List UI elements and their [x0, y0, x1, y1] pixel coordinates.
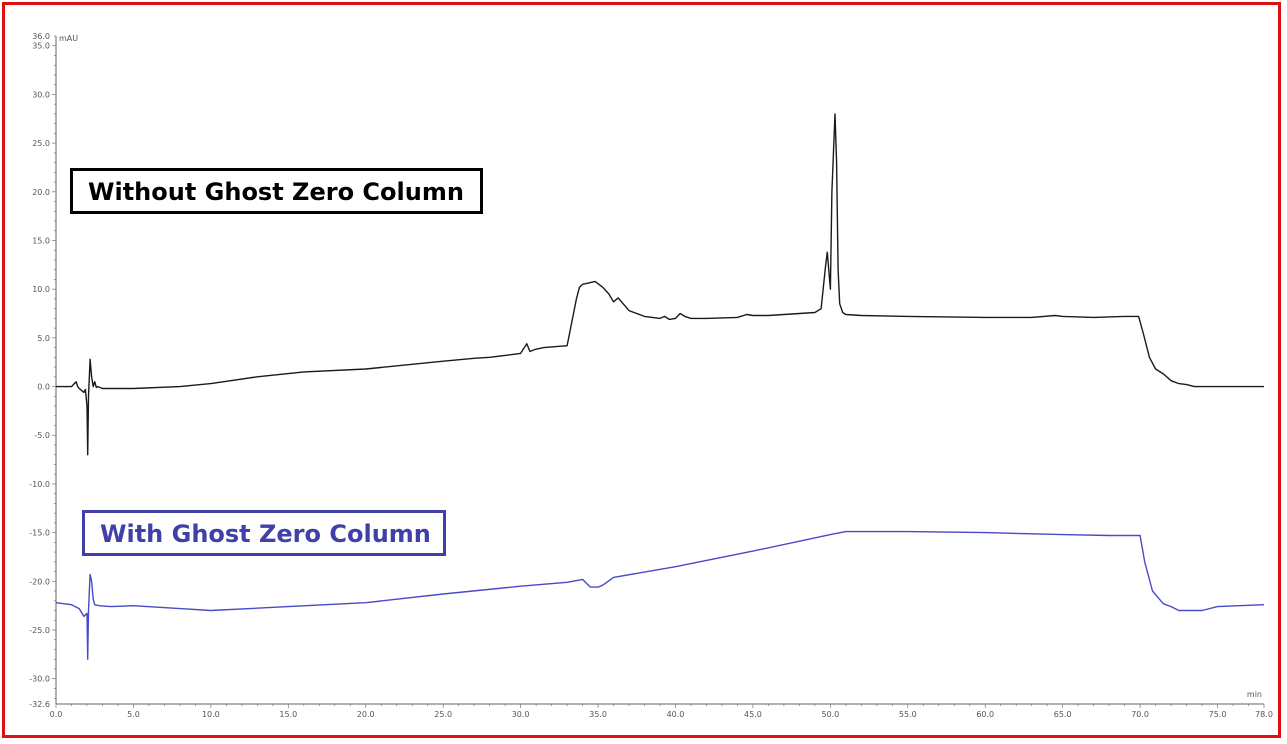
x-tick-label: 65.0: [1054, 710, 1072, 719]
x-tick-label: 50.0: [821, 710, 839, 719]
x-tick-label: 30.0: [512, 710, 530, 719]
series-line-with: [55, 530, 1265, 660]
series-line-without: [56, 113, 1264, 456]
x-tick-label: 35.0: [589, 710, 607, 719]
y-tick-label: -32.6: [29, 700, 50, 709]
y-tick-label: -20.0: [29, 577, 50, 586]
x-tick-label: 40.0: [667, 710, 685, 719]
tick-marks: 0.0 5.0 10.0 15.0 20.0 25.0 30.0 35.0 40.0 45.0 50…: [29, 32, 1273, 719]
x-tick-label: 25.0: [434, 710, 452, 719]
y-tick-label: 15.0: [32, 236, 50, 245]
y-tick-label: 35.0: [32, 42, 50, 51]
x-tick-label: 15.0: [279, 710, 297, 719]
y-tick-label: 10.0: [32, 285, 50, 294]
annotation-with-ghost-zero: With Ghost Zero Column: [82, 510, 446, 556]
x-tick-label: 78.0: [1255, 710, 1273, 719]
x-tick-label: 5.0: [127, 710, 140, 719]
y-tick-label: -15.0: [29, 529, 50, 538]
x-tick-label: 20.0: [357, 710, 375, 719]
x-tick-label: 45.0: [744, 710, 762, 719]
y-axis-unit-label: mAU: [59, 34, 78, 43]
y-tick-label: -10.0: [29, 480, 50, 489]
annotation-without-ghost-zero: Without Ghost Zero Column: [70, 168, 483, 214]
x-tick-label: 10.0: [202, 710, 220, 719]
x-tick-label: 70.0: [1131, 710, 1149, 719]
y-tick-label: 5.0: [37, 334, 50, 343]
y-tick-label: 30.0: [32, 90, 50, 99]
y-tick-label: -30.0: [29, 675, 50, 684]
axes: [55, 36, 1264, 705]
y-tick-label: -5.0: [34, 431, 50, 440]
x-tick-label: 55.0: [899, 710, 917, 719]
y-tick-label: 20.0: [32, 188, 50, 197]
y-tick-label: 0.0: [37, 383, 50, 392]
y-tick-label: 36.0: [32, 32, 50, 41]
x-tick-label: 60.0: [976, 710, 994, 719]
y-tick-label: 25.0: [32, 139, 50, 148]
y-tick-label: -25.0: [29, 626, 50, 635]
x-tick-label: 75.0: [1209, 710, 1227, 719]
x-axis-unit-label: min: [1247, 690, 1262, 699]
series-lines: [55, 113, 1265, 660]
x-tick-label: 0.0: [50, 710, 63, 719]
